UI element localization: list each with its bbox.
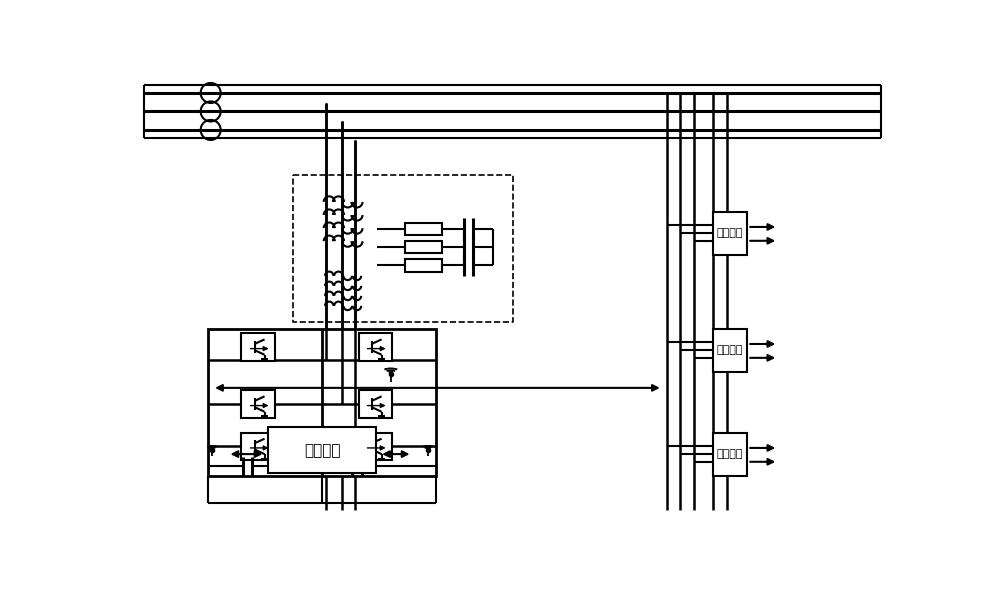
Text: ~: ~ [205,86,216,99]
Bar [268,427,376,474]
Bar [713,433,747,475]
Bar [358,433,392,461]
Bar [241,433,275,461]
Bar [241,390,275,418]
Bar [358,333,392,361]
Text: 换相开关: 换相开关 [716,345,743,355]
Text: ~: ~ [205,105,216,118]
Bar [405,223,442,236]
Bar [241,333,275,361]
Text: 换相开关: 换相开关 [716,449,743,459]
Bar [713,212,747,255]
Bar [358,390,392,418]
Bar [713,328,747,372]
Bar [208,330,436,475]
Bar [405,259,442,271]
Text: ~: ~ [205,123,216,136]
Text: 控制中心: 控制中心 [304,443,341,458]
Text: 换相开关: 换相开关 [716,228,743,238]
Bar [405,241,442,253]
